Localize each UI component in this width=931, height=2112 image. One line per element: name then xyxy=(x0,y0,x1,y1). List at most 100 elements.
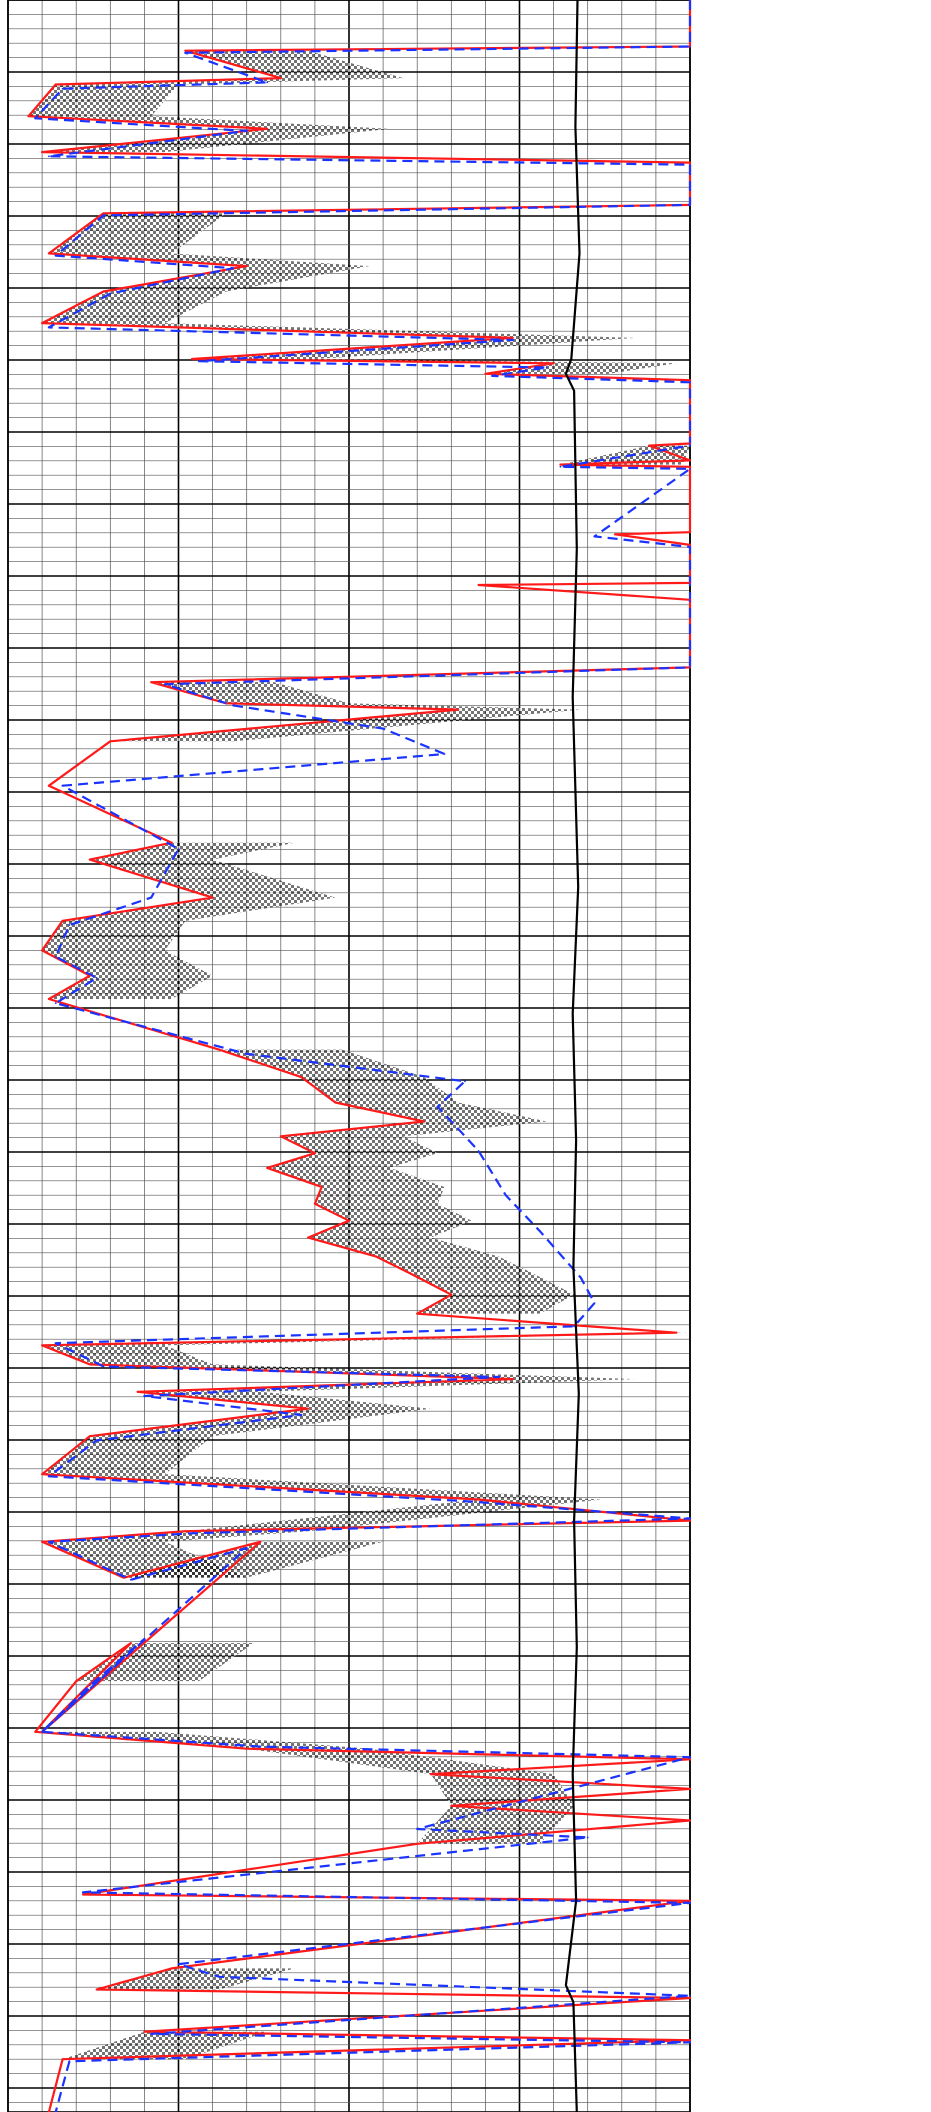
series-red-point xyxy=(614,533,616,536)
series-blue-point xyxy=(82,1891,84,1894)
crossover-fill-segment xyxy=(42,128,390,153)
series-red-point xyxy=(477,584,480,586)
series-red-point xyxy=(123,1576,125,1579)
series-blue-point xyxy=(102,214,105,217)
series-blue-point xyxy=(593,1302,596,1305)
series-blue-point xyxy=(259,1745,262,1748)
crossover-fill-segment xyxy=(103,266,370,292)
series-blue-point xyxy=(689,444,691,447)
crossover-fill-segment xyxy=(280,1121,547,1137)
series-red-point xyxy=(225,702,228,705)
series-red-point xyxy=(245,1747,248,1750)
series-red-point xyxy=(48,252,50,255)
series-blue-point xyxy=(464,1080,466,1083)
series-blue-point xyxy=(689,2041,691,2044)
series-red-point xyxy=(143,2030,146,2033)
crossover-fill-segment xyxy=(96,1968,295,1990)
series-blue-point xyxy=(102,1365,105,1368)
series-blue-point xyxy=(54,1342,57,1345)
series-red-point xyxy=(102,212,105,215)
series-blue-point xyxy=(689,163,691,166)
series-blue-point xyxy=(689,0,691,1)
series-blue-point xyxy=(61,87,64,90)
series-blue-point xyxy=(689,666,691,669)
series-red-point xyxy=(320,1186,323,1188)
crossover-fill-segment xyxy=(185,1499,602,1532)
series-blue-point xyxy=(48,1540,50,1543)
series-blue-point xyxy=(54,955,57,958)
series-red-point xyxy=(511,1378,514,1381)
series-red-point xyxy=(41,1344,43,1347)
series-blue-point xyxy=(150,2032,153,2035)
series-red-point xyxy=(334,1101,337,1104)
series-red-point xyxy=(314,1202,316,1205)
series-blue-point xyxy=(198,360,200,363)
series-red-point xyxy=(675,1331,678,1334)
series-blue-point xyxy=(266,81,269,84)
series-red-point xyxy=(689,161,691,164)
series-red-point xyxy=(552,362,555,365)
series-red-point xyxy=(41,322,43,325)
series-red-point xyxy=(689,1787,691,1790)
crossover-fill-segment xyxy=(410,1273,575,1295)
series-red-point xyxy=(88,974,91,977)
series-curves xyxy=(27,0,692,2112)
series-blue-point xyxy=(689,1994,691,1997)
series-red-point xyxy=(307,1407,309,1410)
series-red-point xyxy=(689,543,691,546)
series-red-point xyxy=(300,1076,303,1079)
series-blue-point xyxy=(539,1230,541,1233)
series-blue-point xyxy=(245,1052,248,1055)
series-blue-point xyxy=(54,1002,57,1005)
series-red-point xyxy=(88,1435,91,1438)
crossover-fill-segment xyxy=(485,363,677,374)
crossover-fill-segment xyxy=(42,1436,213,1475)
series-blue-point xyxy=(689,546,691,548)
series-blue-point xyxy=(143,1638,146,1640)
series-red-point xyxy=(150,681,153,684)
crossover-fill-segment xyxy=(48,213,227,254)
series-red-point xyxy=(170,1967,173,1970)
series-blue-point xyxy=(477,1150,480,1152)
series-blue-point xyxy=(109,292,112,295)
series-blue-point xyxy=(48,155,50,158)
crossover-fill-segment xyxy=(314,1203,472,1221)
series-red-point xyxy=(409,1272,412,1275)
series-red-point xyxy=(41,1540,43,1543)
crossover-fill-segment xyxy=(308,1220,472,1238)
series-red-point xyxy=(689,2039,691,2042)
crossover-fill-segment xyxy=(89,859,336,898)
series-blue-point xyxy=(382,727,384,730)
series-blue-point xyxy=(218,1975,221,1978)
series-red-point xyxy=(689,379,691,382)
series-blue-point xyxy=(54,254,57,257)
series-blue-point xyxy=(443,753,446,755)
crossover-fill-segment xyxy=(48,253,370,267)
series-red-point xyxy=(348,1219,350,1222)
crossover-fill-segment xyxy=(35,1731,370,1749)
series-blue-point xyxy=(498,1376,500,1378)
series-red-point xyxy=(259,1540,262,1543)
series-blue-point xyxy=(689,1756,691,1759)
series-blue-point xyxy=(689,467,691,470)
series-blue-curve xyxy=(34,0,692,2112)
series-red-point xyxy=(484,372,487,375)
series-red-point xyxy=(170,841,173,844)
series-red-point xyxy=(279,1135,282,1138)
series-red-point xyxy=(109,740,112,743)
series-blue-point xyxy=(95,976,98,979)
crossover-fill-segment xyxy=(28,116,390,129)
crossover-fill-segment xyxy=(42,1474,602,1500)
series-blue-point xyxy=(34,117,37,120)
series-blue-point xyxy=(586,1836,589,1839)
crossover-fill-segment xyxy=(42,1345,213,1365)
crossover-fill-segment xyxy=(110,709,581,742)
series-red-point xyxy=(689,598,691,601)
series-blue-point xyxy=(470,1500,473,1503)
series-red-point xyxy=(511,337,514,339)
series-blue-point xyxy=(68,924,71,926)
series-blue-point xyxy=(95,1439,98,1442)
series-blue-point xyxy=(579,1276,582,1279)
series-blue-point xyxy=(232,704,234,707)
